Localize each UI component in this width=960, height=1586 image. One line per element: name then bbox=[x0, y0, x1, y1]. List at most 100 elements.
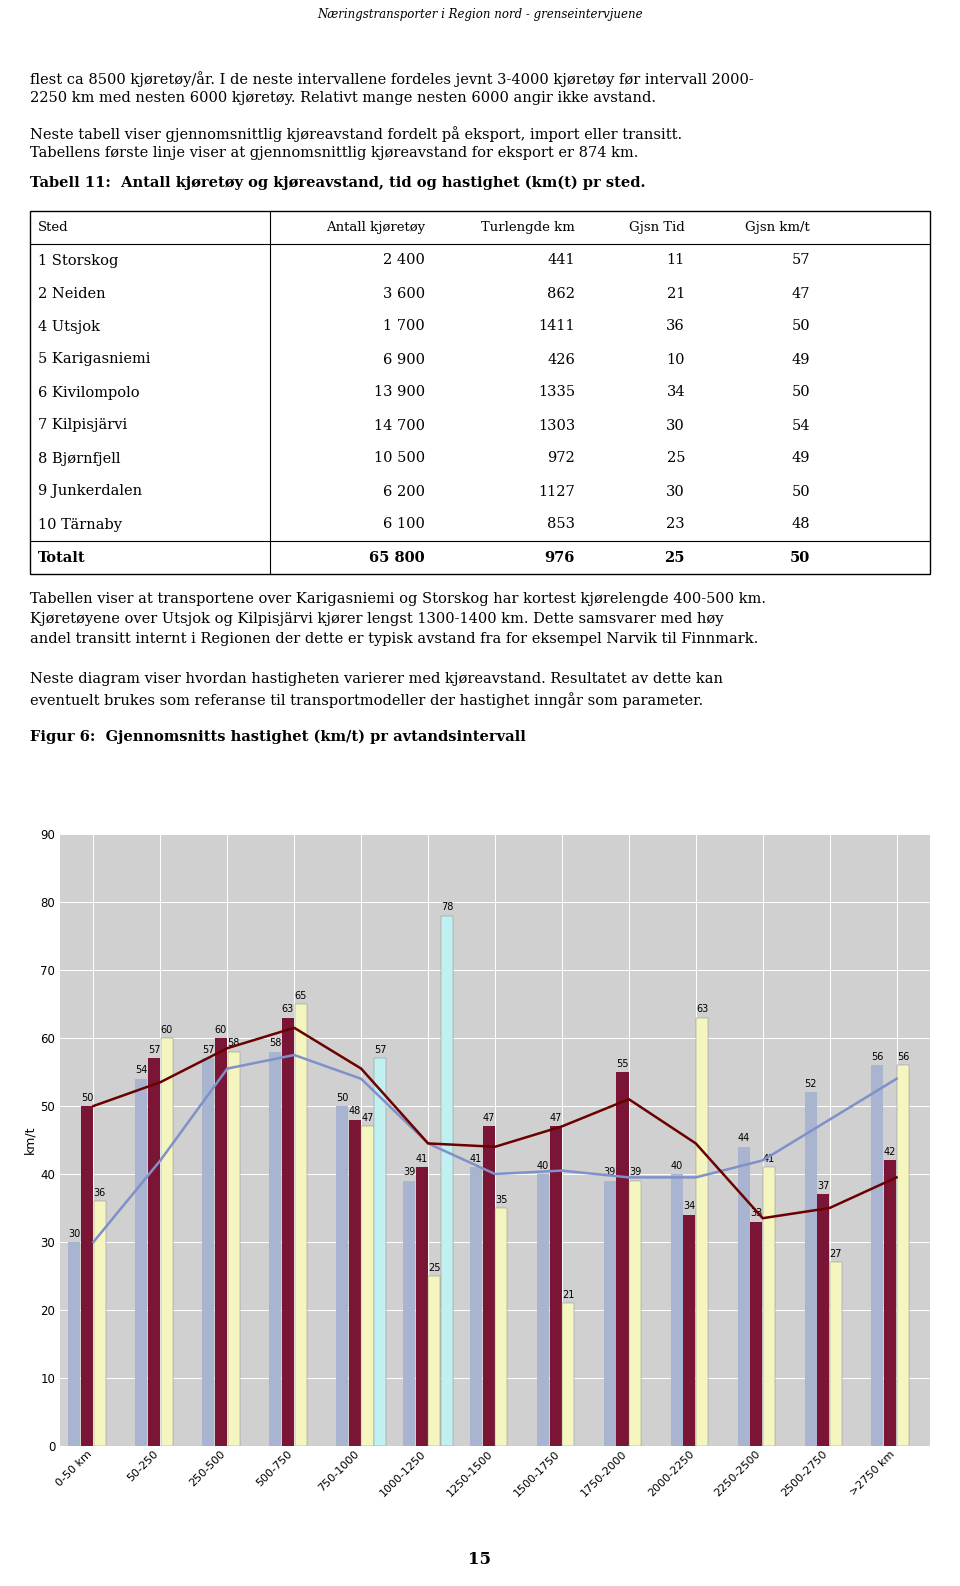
Bar bbox=[374, 1058, 386, 1446]
Bar bbox=[549, 1126, 562, 1446]
Text: 10: 10 bbox=[666, 352, 685, 366]
Bar bbox=[94, 1201, 106, 1446]
Text: 1411: 1411 bbox=[539, 319, 575, 333]
Bar bbox=[215, 1037, 227, 1446]
Text: 8 Bjørnfjell: 8 Bjørnfjell bbox=[38, 452, 121, 466]
Text: 54: 54 bbox=[135, 1066, 148, 1075]
Text: 50: 50 bbox=[81, 1093, 93, 1102]
Text: 5 Karigasniemi: 5 Karigasniemi bbox=[38, 352, 151, 366]
Text: 33: 33 bbox=[750, 1209, 762, 1218]
Text: 13 900: 13 900 bbox=[373, 385, 425, 400]
Text: 39: 39 bbox=[629, 1167, 641, 1177]
Text: 37: 37 bbox=[817, 1182, 829, 1191]
Text: 25: 25 bbox=[666, 452, 685, 466]
Text: 34: 34 bbox=[666, 385, 685, 400]
Bar bbox=[469, 1167, 482, 1446]
Text: 10 Tärnaby: 10 Tärnaby bbox=[38, 517, 122, 531]
Text: Neste diagram viser hvordan hastigheten varierer med kjøreavstand. Resultatet av: Neste diagram viser hvordan hastigheten … bbox=[30, 672, 723, 687]
Text: 36: 36 bbox=[94, 1188, 106, 1197]
Text: 25: 25 bbox=[664, 550, 685, 565]
Text: 47: 47 bbox=[791, 287, 810, 300]
Text: 39: 39 bbox=[403, 1167, 415, 1177]
Bar bbox=[442, 915, 453, 1446]
Text: Neste tabell viser gjennomsnittlig kjøreavstand fordelt på eksport, import eller: Neste tabell viser gjennomsnittlig kjøre… bbox=[30, 125, 683, 141]
Bar bbox=[282, 1018, 294, 1446]
Text: 426: 426 bbox=[547, 352, 575, 366]
Bar bbox=[416, 1167, 428, 1446]
Text: 21: 21 bbox=[563, 1289, 574, 1301]
Text: 42: 42 bbox=[884, 1147, 897, 1158]
Bar bbox=[671, 1174, 683, 1446]
Bar bbox=[872, 1066, 883, 1446]
Text: 11: 11 bbox=[667, 254, 685, 268]
Bar bbox=[30, 211, 930, 574]
Bar bbox=[81, 1105, 93, 1446]
Text: 50: 50 bbox=[336, 1093, 348, 1102]
Text: 49: 49 bbox=[791, 452, 810, 466]
Text: 7 Kilpisjärvi: 7 Kilpisjärvi bbox=[38, 419, 128, 433]
Text: 27: 27 bbox=[829, 1250, 842, 1259]
Text: 1127: 1127 bbox=[539, 484, 575, 498]
Bar bbox=[403, 1182, 415, 1446]
Text: 58: 58 bbox=[269, 1039, 281, 1048]
Text: 25: 25 bbox=[428, 1262, 441, 1272]
Text: 34: 34 bbox=[684, 1202, 696, 1212]
Text: 30: 30 bbox=[68, 1229, 81, 1239]
Text: Figur 6:  Gjennomsnitts hastighet (km/t) pr avtandsintervall: Figur 6: Gjennomsnitts hastighet (km/t) … bbox=[30, 730, 526, 744]
Bar bbox=[160, 1037, 173, 1446]
Text: 4 Utsjok: 4 Utsjok bbox=[38, 319, 100, 333]
Bar bbox=[495, 1209, 508, 1446]
Text: 60: 60 bbox=[215, 1025, 228, 1034]
Text: 30: 30 bbox=[666, 484, 685, 498]
Bar bbox=[203, 1058, 214, 1446]
Text: 48: 48 bbox=[791, 517, 810, 531]
Text: 862: 862 bbox=[547, 287, 575, 300]
Bar bbox=[362, 1126, 373, 1446]
Text: Tabell 11:  Antall kjøretøy og kjøreavstand, tid og hastighet (km(t) pr sted.: Tabell 11: Antall kjøretøy og kjøreavsta… bbox=[30, 176, 645, 190]
Text: 36: 36 bbox=[666, 319, 685, 333]
Text: andel transitt internt i Regionen der dette er typisk avstand fra for eksempel N: andel transitt internt i Regionen der de… bbox=[30, 631, 758, 646]
Text: Tabellens første linje viser at gjennomsnittlig kjøreavstand for eksport er 874 : Tabellens første linje viser at gjennoms… bbox=[30, 146, 638, 160]
Bar bbox=[135, 1078, 147, 1446]
Bar bbox=[148, 1058, 160, 1446]
Text: flest ca 8500 kjøretøy/år. I de neste intervallene fordeles jevnt 3-4000 kjøretø: flest ca 8500 kjøretøy/år. I de neste in… bbox=[30, 71, 754, 87]
Bar bbox=[336, 1105, 348, 1446]
Text: Totalt: Totalt bbox=[38, 550, 85, 565]
Text: 2 400: 2 400 bbox=[383, 254, 425, 268]
Text: 65 800: 65 800 bbox=[370, 550, 425, 565]
Text: 39: 39 bbox=[604, 1167, 616, 1177]
Text: 2 Neiden: 2 Neiden bbox=[38, 287, 106, 300]
Text: 972: 972 bbox=[547, 452, 575, 466]
Bar bbox=[68, 1242, 81, 1446]
Text: 41: 41 bbox=[469, 1153, 482, 1164]
Text: Næringstransporter i Region nord - grenseintervjuene: Næringstransporter i Region nord - grens… bbox=[317, 8, 643, 21]
Text: 50: 50 bbox=[790, 550, 810, 565]
Bar bbox=[804, 1093, 817, 1446]
Bar bbox=[295, 1004, 306, 1446]
Text: 50: 50 bbox=[791, 484, 810, 498]
Text: 44: 44 bbox=[737, 1134, 750, 1144]
Text: 1 700: 1 700 bbox=[383, 319, 425, 333]
Text: 60: 60 bbox=[160, 1025, 173, 1034]
Text: 40: 40 bbox=[537, 1161, 549, 1170]
Text: Tabellen viser at transportene over Karigasniemi og Storskog har kortest kjørele: Tabellen viser at transportene over Kari… bbox=[30, 592, 766, 606]
Text: 54: 54 bbox=[791, 419, 810, 433]
Bar bbox=[483, 1126, 494, 1446]
Text: Kjøretøyene over Utsjok og Kilpisjärvi kjører lengst 1300-1400 km. Dette samsvar: Kjøretøyene over Utsjok og Kilpisjärvi k… bbox=[30, 612, 724, 626]
Text: 49: 49 bbox=[791, 352, 810, 366]
Text: 55: 55 bbox=[616, 1058, 629, 1069]
Bar bbox=[616, 1072, 629, 1446]
Text: 853: 853 bbox=[547, 517, 575, 531]
Text: 47: 47 bbox=[483, 1113, 494, 1123]
Bar bbox=[428, 1277, 441, 1446]
Text: 6 900: 6 900 bbox=[383, 352, 425, 366]
Text: 63: 63 bbox=[281, 1004, 294, 1013]
Text: Sted: Sted bbox=[38, 220, 68, 235]
Text: 23: 23 bbox=[666, 517, 685, 531]
Bar bbox=[884, 1161, 897, 1446]
Text: 63: 63 bbox=[696, 1004, 708, 1013]
Text: 57: 57 bbox=[374, 1045, 387, 1055]
Bar bbox=[737, 1147, 750, 1446]
Text: 57: 57 bbox=[202, 1045, 214, 1055]
Text: 50: 50 bbox=[791, 319, 810, 333]
